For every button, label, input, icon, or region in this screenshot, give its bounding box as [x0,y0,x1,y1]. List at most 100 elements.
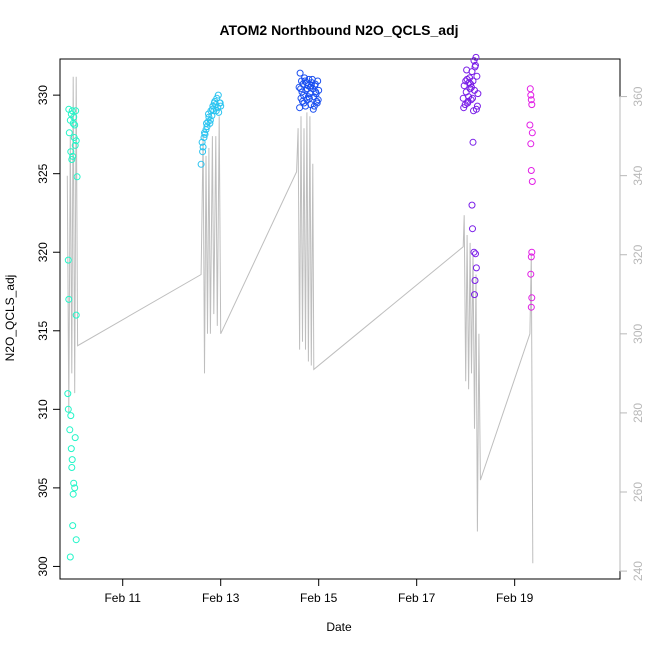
secondary-line [66,76,534,564]
data-point [472,61,479,69]
data-point [527,167,535,174]
data-point [206,119,214,127]
data-point [67,148,75,156]
data-point [73,173,81,181]
y-axis-left: 300 305 310 315 320 325 330 [36,85,61,576]
data-point [528,129,536,137]
data-point [297,85,305,93]
data-point [296,69,304,77]
data-point [471,86,478,94]
data-point [312,90,320,98]
data-point [472,105,480,113]
x-tick-label: Feb 13 [202,591,240,605]
data-point [69,152,77,160]
data-point [68,456,76,464]
data-point [467,80,475,88]
data-point [527,140,535,148]
x-tick-label: Feb 11 [104,591,141,605]
data-point [472,250,479,258]
series-5 [526,85,536,311]
data-point [471,291,478,299]
data-point [198,138,206,146]
data-point [473,102,481,110]
data-point [212,107,220,115]
data-point [200,134,208,141]
data-point [70,113,78,121]
data-point [527,270,535,278]
data-point [528,294,536,302]
data-point [299,97,306,105]
y-right-tick-label: 260 [631,482,645,502]
data-point [471,277,479,284]
data-point [72,107,80,115]
data-point [72,536,80,544]
y-left-tick-label: 325 [36,163,50,183]
y-left-tick-label: 320 [36,242,50,262]
data-point [69,522,77,530]
chart-title: ATOM2 Northbound N2O_QCLS_adj [219,22,458,38]
data-point [72,137,80,145]
data-point [301,74,308,82]
data-point [463,66,471,74]
data-point [214,91,222,99]
data-point [66,553,74,561]
data-point [472,53,480,61]
data-point [310,102,318,110]
data-point [309,105,317,113]
data-point [469,94,476,102]
y-left-tick-label: 330 [36,85,50,105]
data-point [71,121,79,129]
data-point [206,116,214,124]
data-point [65,295,73,303]
data-point [308,75,316,83]
data-point [526,121,534,129]
data-point [217,102,225,110]
y-right-tick-label: 340 [631,165,645,185]
data-point [64,405,72,413]
data-point [468,201,476,209]
x-tick-label: Feb 17 [398,591,436,605]
series-2 [197,91,225,168]
data-point [68,464,76,471]
data-point [472,264,480,272]
y-axis-label: N2O_QCLS_adj [3,275,17,362]
data-point [199,143,207,151]
data-point [527,303,535,311]
data-point [70,479,78,487]
y-left-tick-label: 300 [36,556,50,576]
y-right-tick-label: 280 [631,403,645,423]
series-1 [64,105,81,561]
series-3 [295,69,323,113]
data-point [527,91,535,99]
data-point [197,160,205,168]
data-point [469,138,477,146]
data-point [216,99,224,107]
data-point [527,96,535,104]
x-tick-label: Feb 19 [496,591,534,605]
data-point [460,82,468,90]
data-point [296,104,304,112]
data-point [470,248,478,256]
data-point [469,225,476,233]
data-point [64,390,72,398]
x-axis: Feb 11 Feb 13 Feb 15 Feb 17 Feb 19 [104,578,534,605]
data-point [208,105,216,113]
line-series-group [66,76,534,564]
data-point [473,72,481,80]
data-point [71,484,79,492]
x-tick-label: Feb 15 [300,591,338,605]
y-left-tick-label: 315 [36,320,50,340]
data-point [314,96,322,104]
y-left-tick-label: 305 [36,478,50,498]
y-axis-right: 240 260 280 300 320 340 360 [619,86,645,581]
data-point [466,85,474,93]
data-point [302,79,310,87]
data-point [65,129,73,137]
data-point [67,445,75,453]
data-point [66,426,74,434]
data-point [71,434,79,442]
data-point [528,178,536,185]
y-right-tick-label: 320 [631,244,645,264]
data-point [67,412,75,420]
